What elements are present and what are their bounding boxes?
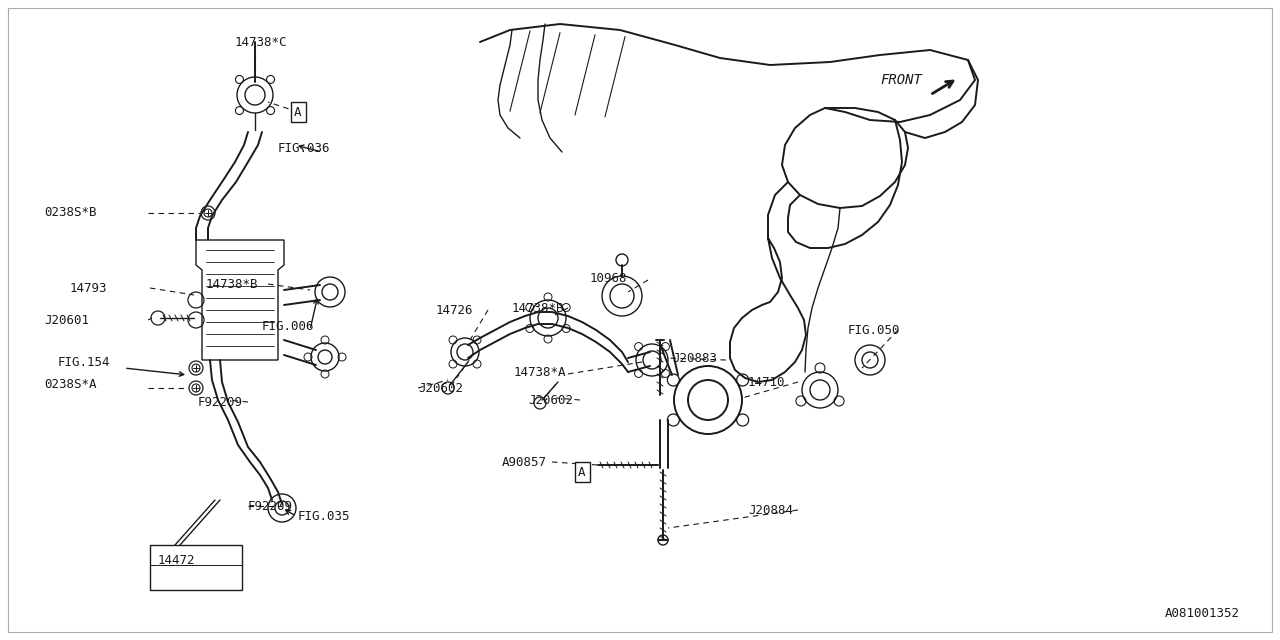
Text: 14793: 14793 bbox=[70, 282, 108, 294]
Text: FIG.154: FIG.154 bbox=[58, 355, 110, 369]
Text: FIG.036: FIG.036 bbox=[278, 141, 330, 154]
Text: A: A bbox=[294, 106, 302, 118]
Text: 14472: 14472 bbox=[157, 554, 196, 566]
Text: A081001352: A081001352 bbox=[1165, 607, 1240, 620]
Text: J20602: J20602 bbox=[529, 394, 573, 406]
Text: FRONT: FRONT bbox=[881, 73, 922, 87]
Polygon shape bbox=[196, 240, 284, 360]
Text: J20601: J20601 bbox=[44, 314, 90, 326]
Text: FIG.050: FIG.050 bbox=[849, 323, 901, 337]
Text: 14726: 14726 bbox=[436, 303, 474, 317]
Text: F92209: F92209 bbox=[248, 499, 293, 513]
Text: A: A bbox=[579, 465, 586, 479]
Text: 14738*B: 14738*B bbox=[206, 278, 259, 291]
Text: FIG.035: FIG.035 bbox=[298, 509, 351, 522]
Polygon shape bbox=[150, 545, 242, 590]
Text: J20602: J20602 bbox=[419, 381, 463, 394]
Text: 14710: 14710 bbox=[748, 376, 786, 388]
Text: 14738*B: 14738*B bbox=[512, 301, 564, 314]
Text: J20884: J20884 bbox=[748, 504, 794, 516]
Text: FIG.006: FIG.006 bbox=[262, 319, 315, 333]
Text: A90857: A90857 bbox=[502, 456, 547, 468]
Text: 14738*A: 14738*A bbox=[515, 365, 567, 378]
Text: 0238S*A: 0238S*A bbox=[44, 378, 96, 392]
Text: F92209: F92209 bbox=[198, 396, 243, 408]
Text: 14738*C: 14738*C bbox=[236, 35, 288, 49]
Text: 10968: 10968 bbox=[590, 271, 627, 285]
Text: 0238S*B: 0238S*B bbox=[44, 205, 96, 218]
Text: J20883: J20883 bbox=[672, 351, 717, 365]
